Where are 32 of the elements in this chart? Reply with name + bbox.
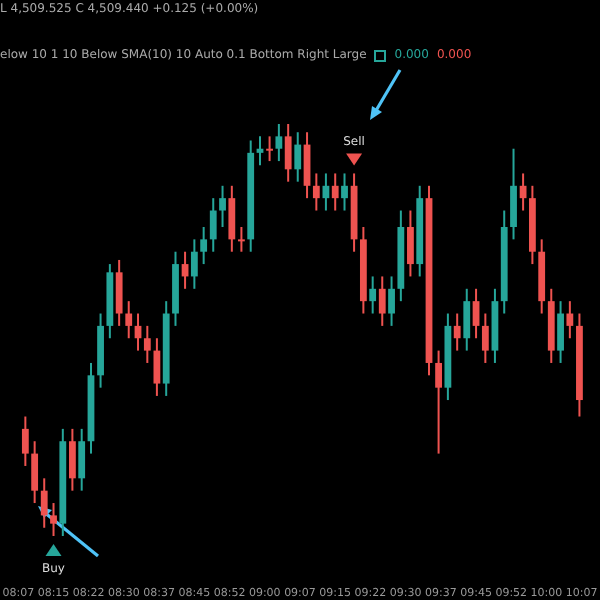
candlestick bbox=[266, 135, 273, 163]
candlestick bbox=[566, 300, 574, 340]
candlestick bbox=[407, 209, 414, 278]
candlestick bbox=[435, 349, 442, 455]
candlestick bbox=[453, 312, 461, 352]
candlestick bbox=[21, 415, 29, 467]
candlestick bbox=[190, 238, 198, 290]
candlestick bbox=[312, 172, 320, 212]
candlestick bbox=[369, 275, 377, 315]
candlestick bbox=[341, 172, 348, 212]
candlestick bbox=[209, 197, 217, 253]
candlestick bbox=[143, 324, 151, 364]
candlestick bbox=[463, 287, 471, 352]
candlestick bbox=[275, 124, 283, 163]
candlestick bbox=[200, 226, 208, 266]
candlestick bbox=[68, 427, 76, 492]
candlestick bbox=[331, 172, 339, 212]
candlestick bbox=[31, 440, 39, 505]
candlestick bbox=[510, 147, 517, 241]
candlestick bbox=[388, 275, 395, 327]
candlestick bbox=[228, 184, 236, 253]
candlestick bbox=[378, 275, 386, 327]
candlestick bbox=[238, 226, 245, 253]
candlestick bbox=[219, 184, 226, 228]
candlestick bbox=[50, 502, 57, 536]
candlestick bbox=[125, 300, 133, 340]
candlestick bbox=[115, 258, 123, 327]
candlestick bbox=[481, 312, 489, 364]
candlestick bbox=[284, 124, 292, 183]
candlestick bbox=[294, 131, 302, 183]
candlestick bbox=[78, 427, 86, 492]
candlestick bbox=[557, 300, 564, 364]
